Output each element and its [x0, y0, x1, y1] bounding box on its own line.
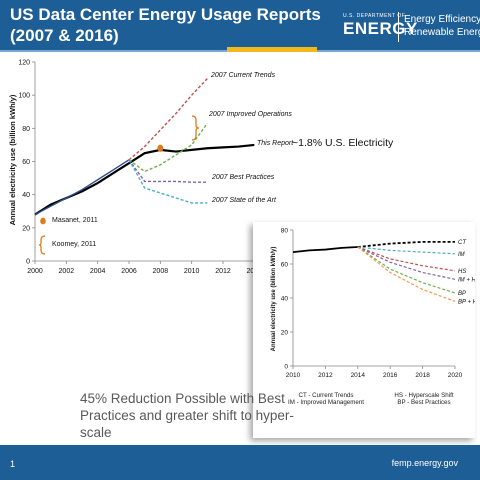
main-point-masanet-2011 [157, 144, 164, 152]
header-bar [0, 0, 480, 50]
inset-x-tick-label: 2014 [351, 372, 366, 379]
legend-koomey: Koomey, 2011 [52, 241, 97, 248]
inset-series-bp-hs [357, 246, 456, 302]
main-chart: Annual electricity use (billion kWh/y) 0… [8, 60, 270, 275]
legend-masanet: Masanet, 2011 [52, 217, 98, 224]
header-accent-yellow [227, 47, 317, 52]
label-improved-operations: 2007 Improved Operations [209, 111, 292, 118]
main-y-tick-label: 80 [22, 126, 30, 133]
legend-masanet-marker [40, 217, 46, 225]
logo-office-line-1: Energy Efficiency & [404, 14, 480, 25]
label-state-of-art: 2007 State of the Art [212, 197, 276, 204]
caption-text: 45% Reduction Possible with Best Practic… [80, 391, 294, 440]
main-series-2007-best-practices [128, 159, 208, 183]
inset-x-tick-label: 2018 [415, 372, 430, 379]
logo-office-text: Energy Efficiency & Renewable Energy [404, 13, 480, 39]
inset-y-tick-label: 80 [281, 228, 289, 235]
inset-x-tick-label: 2016 [383, 372, 398, 379]
inset-series-im [357, 246, 456, 255]
main-y-tick-label: 0 [26, 259, 30, 266]
inset-series-hs [357, 246, 456, 272]
inset-series-label-bp-hs: BP + HS [458, 299, 475, 305]
inset-series-label-ct: CT [458, 240, 467, 246]
main-x-tick-label: 2000 [27, 268, 43, 275]
main-x-tick-label: 2012 [215, 268, 231, 275]
label-this-report: This Report [257, 140, 294, 147]
inset-y-tick-label: 0 [284, 364, 288, 371]
main-x-tick-label: 2004 [90, 268, 106, 275]
logo-office-line-2: Renewable Energy [404, 27, 480, 38]
main-brace-mark [191, 115, 200, 141]
inset-legend-hs: HS - Hyperscale Shift [394, 392, 454, 399]
inset-legend-bp: BP - Best Practices [397, 399, 451, 406]
main-y-tick-label: 100 [18, 93, 30, 100]
inset-series-bp [357, 246, 456, 294]
inset-series-im-hs [357, 246, 456, 280]
footer-bar [0, 445, 480, 480]
inset-y-tick-label: 20 [281, 330, 289, 337]
inset-series-ct [357, 240, 455, 248]
footer-url: femp.energy.gov [391, 458, 458, 468]
title-line-1: US Data Center Energy Usage Reports [10, 5, 321, 24]
inset-chart-ylabel: Annual electricity use (billion kWh/y) [271, 247, 277, 352]
main-series-2007-improved-operations [128, 122, 208, 173]
label-current-trends: 2007 Current Trends [211, 72, 276, 79]
main-y-tick-label: 20 [22, 225, 30, 232]
inset-legend-left: CT - Current Trends IM - Improved Manage… [271, 392, 381, 406]
slide-title: US Data Center Energy Usage Reports (200… [10, 4, 321, 46]
page-number: 1 [10, 459, 16, 469]
annotation-electricity: ~1.8% U.S. Electricity [292, 137, 394, 149]
main-y-tick-label: 120 [18, 60, 30, 67]
inset-y-tick-label: 60 [281, 262, 289, 269]
inset-chart: Annual electricity use (billion kWh/y) 0… [271, 228, 480, 380]
inset-x-tick-label: 2020 [448, 372, 463, 379]
logo-divider [398, 12, 399, 42]
inset-legend-right: HS - Hyperscale Shift BP - Best Practice… [381, 392, 467, 406]
main-x-tick-label: 2010 [184, 268, 200, 275]
main-y-tick-label: 60 [22, 159, 30, 166]
legend-koomey-marker [38, 235, 46, 255]
main-series-koomey-2011 [34, 159, 130, 216]
inset-series-label-bp: BP [458, 291, 466, 297]
inset-legend-ct: CT - Current Trends [298, 392, 354, 399]
inset-x-tick-label: 2010 [286, 372, 301, 379]
main-chart-ylabel: Annual electricity use (billion kWh/y) [8, 94, 17, 225]
main-series-2007-state-of-the-art [128, 159, 208, 204]
title-line-2: (2007 & 2016) [10, 26, 119, 45]
main-x-tick-label: 2006 [121, 268, 137, 275]
main-x-tick-label: 2002 [59, 268, 75, 275]
inset-series-label-hs: HS [458, 269, 466, 275]
logo-dept-text: U.S. DEPARTMENT OF [343, 13, 406, 19]
inset-series-historical [292, 246, 358, 253]
inset-y-tick-label: 40 [281, 296, 289, 303]
main-series-2007-current-trends [128, 78, 208, 161]
main-y-tick-label: 40 [22, 192, 30, 199]
inset-chart-panel: Annual electricity use (billion kWh/y) 0… [253, 222, 480, 438]
inset-x-tick-label: 2012 [318, 372, 333, 379]
inset-series-label-im-hs: IM + HS [458, 277, 475, 283]
inset-series-label-im: IM [458, 252, 465, 258]
label-best-practices: 2007 Best Practices [212, 174, 275, 181]
inset-legend-im: IM - Improved Management [288, 399, 364, 406]
main-x-tick-label: 2008 [153, 268, 169, 275]
